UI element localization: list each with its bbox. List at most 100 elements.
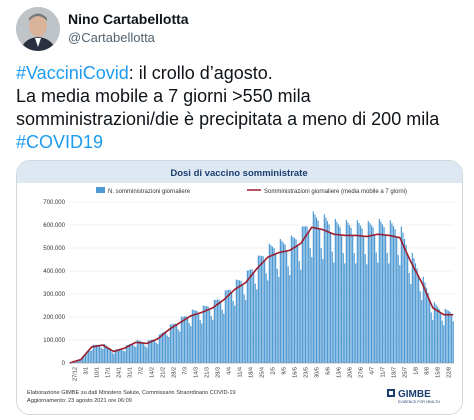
daily-doses-bar (370, 225, 373, 363)
daily-doses-bar (341, 235, 343, 363)
author-avatar[interactable] (16, 7, 60, 51)
daily-doses-bar (334, 218, 336, 363)
daily-doses-bar (147, 340, 149, 363)
daily-doses-bar (157, 344, 159, 363)
daily-doses-bar (292, 236, 294, 363)
daily-doses-bar (135, 346, 137, 363)
daily-doses-bar (199, 319, 201, 363)
daily-doses-bar (323, 214, 325, 363)
daily-doses-bar (100, 347, 102, 363)
daily-doses-bar (176, 324, 178, 363)
daily-doses-bar (377, 262, 379, 363)
daily-doses-bar (381, 224, 384, 363)
author-handle[interactable]: @Cartabellotta (68, 30, 155, 45)
author-name[interactable]: Nino Cartabellotta (68, 11, 189, 27)
daily-doses-bar (441, 320, 443, 363)
daily-doses-bar (369, 223, 371, 363)
daily-doses-bar (130, 343, 132, 363)
x-tick-label: 18/4 (249, 367, 255, 378)
x-tick-label: 16/5 (293, 367, 299, 378)
daily-doses-bar (317, 220, 319, 363)
daily-doses-bar (361, 228, 363, 363)
daily-doses-bar (88, 350, 90, 363)
daily-doses-bar (304, 226, 307, 363)
daily-doses-bar (429, 300, 431, 363)
daily-doses-bar (204, 305, 206, 363)
daily-doses-bar (436, 306, 439, 363)
daily-doses-bar (191, 309, 193, 363)
daily-doses-bar (276, 268, 278, 363)
daily-doses-bar (385, 235, 387, 363)
daily-doses-bar (207, 306, 209, 363)
daily-doses-bar (75, 360, 77, 363)
daily-doses-bar (298, 260, 300, 363)
daily-doses-bar (345, 220, 347, 363)
daily-doses-bar (158, 334, 160, 363)
daily-doses-bar (180, 316, 182, 363)
daily-doses-bar (336, 221, 338, 363)
daily-doses-bar (240, 280, 242, 363)
hashtag-covid19[interactable]: #COVID19 (16, 132, 104, 152)
x-tick-label: 17/1 (106, 367, 112, 378)
daily-doses-bar (234, 305, 236, 363)
daily-doses-bar (421, 300, 423, 363)
daily-doses-bar (297, 245, 299, 363)
legend-swatch-bars (96, 187, 105, 193)
x-tick-label: 27/6 (359, 367, 365, 378)
daily-doses-bar (84, 353, 87, 363)
daily-doses-bar (78, 360, 80, 363)
x-tick-label: 21/3 (205, 367, 211, 378)
chart-title: Dosi di vaccino somministrate (170, 168, 307, 179)
tweet-text: #VacciniCovid: il crollo d’agosto. La me… (16, 62, 466, 154)
daily-doses-bar (315, 217, 318, 363)
y-tick-label: 300.000 (43, 292, 65, 298)
daily-doses-bar (372, 227, 374, 363)
daily-doses-bar (106, 346, 109, 363)
daily-doses-bar (286, 250, 288, 363)
daily-doses-bar (205, 306, 208, 363)
daily-doses-bar (108, 347, 110, 363)
daily-doses-bar (449, 311, 451, 363)
daily-doses-bar (281, 240, 283, 363)
x-tick-label: 13/6 (337, 367, 343, 378)
daily-doses-bar (414, 263, 417, 363)
daily-doses-bar (312, 211, 314, 363)
x-tick-label: 10/1 (95, 367, 101, 378)
daily-doses-bar (218, 299, 220, 363)
daily-doses-bar (438, 308, 440, 363)
daily-doses-bar (427, 292, 429, 363)
daily-doses-bar (410, 284, 412, 363)
daily-doses-bar (251, 269, 253, 363)
daily-doses-bar (353, 253, 355, 363)
daily-doses-bar (359, 225, 362, 363)
daily-doses-bar (92, 344, 94, 363)
daily-doses-bar (418, 276, 420, 363)
daily-doses-bar (402, 232, 404, 363)
daily-doses-bar (132, 343, 134, 363)
daily-doses-bar (330, 232, 332, 363)
hashtag-vaccinicovid[interactable]: #VacciniCovid (16, 63, 129, 83)
daily-doses-bar (220, 302, 222, 363)
daily-doses-bar (282, 242, 285, 363)
logo-subtext: EVIDENCE FOR HEALTH (398, 400, 440, 404)
daily-doses-bar (326, 221, 329, 363)
daily-doses-bar (347, 222, 349, 363)
daily-doses-bar (188, 323, 190, 363)
tweet-line-3: somministrazioni/die è precipitata a men… (16, 109, 440, 129)
daily-doses-bar (403, 238, 406, 363)
daily-doses-bar (408, 273, 410, 363)
daily-doses-bar (160, 333, 162, 363)
daily-doses-bar (139, 341, 142, 363)
daily-doses-bar (366, 264, 368, 363)
daily-doses-bar (320, 247, 322, 363)
tweet-image[interactable]: Dosi di vaccino somministrate N. sommini… (16, 160, 463, 415)
daily-doses-bar (212, 319, 214, 363)
daily-doses-bar (443, 325, 445, 363)
x-tick-label: 21/2 (161, 367, 167, 378)
y-tick-label: 500.000 (43, 246, 65, 252)
daily-doses-bar (300, 269, 302, 363)
chart-title-band (17, 161, 462, 183)
x-tick-label: 2/5 (271, 367, 277, 375)
daily-doses-bar (308, 231, 310, 363)
daily-doses-bar (271, 246, 274, 363)
